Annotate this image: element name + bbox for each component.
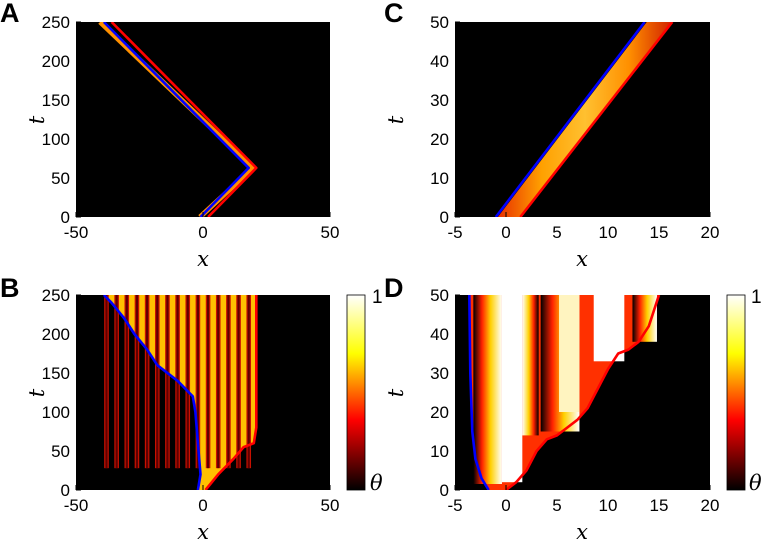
panel-b-ytick-label: 0 xyxy=(61,481,70,500)
panel-a-series-0 xyxy=(110,22,258,217)
panel-d-xtick-label: 10 xyxy=(599,496,618,515)
panel-c-ytick-label: 50 xyxy=(430,13,449,32)
panel-c-ytick-label: 20 xyxy=(430,130,449,149)
panel-c-ylabel: t xyxy=(384,115,408,124)
panel-b-stripe-core xyxy=(217,295,220,469)
panel-a-ylabel: t xyxy=(25,115,49,124)
panel-b-ylabel: t xyxy=(25,388,49,397)
panel-c-wave-band xyxy=(497,22,673,217)
panel-d-xtick-label: 20 xyxy=(701,496,720,515)
panel-d-xtick-label: 15 xyxy=(650,496,669,515)
panel-b-xlabel: x xyxy=(197,520,209,543)
panel-c-xtick-label: 15 xyxy=(650,223,669,242)
panel-b-stripe-core xyxy=(115,295,118,469)
panel-d-ytick-label: 10 xyxy=(430,442,449,461)
panel-a-xtick-label: -50 xyxy=(64,223,89,242)
panel-b-stripe-core xyxy=(105,295,108,469)
panel-b-stripe-core xyxy=(237,295,240,469)
panel-a-xtick-label: 50 xyxy=(321,223,340,242)
panel-b-ytick-label: 50 xyxy=(51,442,70,461)
panel-b-xtick-label: 0 xyxy=(198,496,207,515)
panel-c-xtick-label: 20 xyxy=(701,223,720,242)
panel-b-stripe-core xyxy=(186,295,189,469)
panel-b-stripe-core xyxy=(227,295,230,469)
colorbar-d xyxy=(726,294,746,491)
panel-d-ytick-label: 20 xyxy=(430,403,449,422)
panel-b-series-0 xyxy=(102,295,202,490)
panel-c-xtick-label: 0 xyxy=(501,223,510,242)
panel-b-xtick-label: 50 xyxy=(321,496,340,515)
colorbar-b-max-label: 1 xyxy=(372,287,383,308)
colorbar-b-min-label: θ xyxy=(370,471,383,495)
panel-a-ytick-label: 150 xyxy=(42,91,70,110)
panel-d-ytick-label: 50 xyxy=(430,286,449,305)
panel-c-ytick-label: 0 xyxy=(440,208,449,227)
panel-b-stripe-core xyxy=(125,295,128,469)
panel-a-ytick-label: 50 xyxy=(51,169,70,188)
panel-b-stripe-core xyxy=(146,295,149,469)
panel-d-xlabel: x xyxy=(576,520,588,543)
panel-b-xtick-label: -50 xyxy=(64,496,89,515)
panel-c-ytick-label: 10 xyxy=(430,169,449,188)
panel-d-ylabel: t xyxy=(384,388,408,397)
panel-b-stripe-core xyxy=(247,295,250,469)
panel-b-series-1 xyxy=(204,295,258,490)
panel-b-stripe-core xyxy=(196,295,200,469)
panel-d-hot-col2-core xyxy=(559,295,580,412)
panel-b-ytick-label: 200 xyxy=(42,325,70,344)
colorbar-b xyxy=(346,294,366,491)
panel-d-hot-left xyxy=(473,295,502,484)
panel-a-ytick-label: 100 xyxy=(42,130,70,149)
panel-a-series-1 xyxy=(102,22,250,217)
panel-d-hot-col3 xyxy=(593,295,625,362)
panel-d-ytick-label: 30 xyxy=(430,364,449,383)
panel-b-letter: B xyxy=(0,273,20,303)
panel-d-hot-core xyxy=(501,295,523,483)
panel-b-ytick-label: 100 xyxy=(42,403,70,422)
panel-d-series-1 xyxy=(505,295,661,490)
panel-c-letter: C xyxy=(384,0,404,28)
panel-c-series-1 xyxy=(494,22,646,217)
panel-d-letter: D xyxy=(384,273,404,303)
panel-d-xtick-label: 0 xyxy=(501,496,510,515)
panel-a-ytick-label: 0 xyxy=(61,208,70,227)
panel-b-stripe-core xyxy=(135,295,139,469)
panel-c-xtick-label: 10 xyxy=(599,223,618,242)
panel-c-ytick-label: 40 xyxy=(430,52,449,71)
panel-c-series-0 xyxy=(519,22,674,217)
panel-d-ytick-label: 40 xyxy=(430,325,449,344)
panel-c-xtick-label: -5 xyxy=(447,223,462,242)
panel-c-xlabel: x xyxy=(576,247,588,271)
panel-d-ytick-label: 0 xyxy=(440,481,449,500)
panel-a-xlabel: x xyxy=(197,247,209,271)
colorbar-d-min-label: θ xyxy=(749,471,762,495)
panel-a-ytick-label: 250 xyxy=(42,13,70,32)
panel-d-hot-right xyxy=(522,295,539,436)
panel-b-stripe-core xyxy=(206,295,210,469)
colorbar-d-max-label: 1 xyxy=(751,287,762,308)
panel-d-series-0 xyxy=(468,295,490,490)
panel-b-stripe-core xyxy=(156,295,159,469)
panel-a-xtick-label: 0 xyxy=(198,223,207,242)
panel-b-ytick-label: 250 xyxy=(42,286,70,305)
panel-d-xtick-label: 5 xyxy=(552,496,561,515)
panel-b-ytick-label: 150 xyxy=(42,364,70,383)
panel-a-letter: A xyxy=(0,0,20,28)
panel-c-ytick-label: 30 xyxy=(430,91,449,110)
panel-d-xtick-label: -5 xyxy=(447,496,462,515)
panel-b-stripe-core xyxy=(166,295,169,469)
panel-a-ytick-label: 200 xyxy=(42,52,70,71)
panel-c-xtick-label: 5 xyxy=(552,223,561,242)
